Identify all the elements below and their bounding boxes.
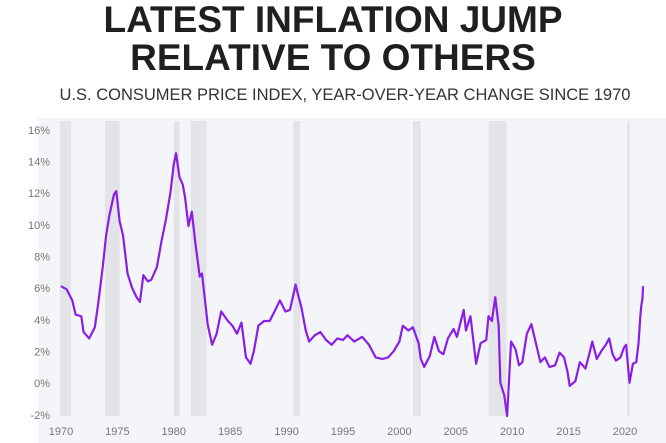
recession-band xyxy=(173,121,180,416)
y-tick-label: -2% xyxy=(30,410,50,422)
plot-background xyxy=(38,118,666,443)
x-tick-label: 2020 xyxy=(613,426,637,438)
x-tick-label: 1980 xyxy=(162,426,186,438)
chart-title: LATEST INFLATION JUMP xyxy=(103,0,562,40)
x-tick-label: 2005 xyxy=(444,426,468,438)
y-tick-label: 6% xyxy=(34,283,50,295)
y-tick-label: 10% xyxy=(28,220,50,232)
y-tick-label: 2% xyxy=(34,347,50,359)
recession-band xyxy=(488,121,507,416)
chart-title: RELATIVE TO OTHERS xyxy=(130,37,536,78)
x-tick-label: 1975 xyxy=(105,426,129,438)
recession-band xyxy=(59,121,72,416)
y-tick-label: 8% xyxy=(34,252,50,264)
plot: -2% 0% 2% 4% 6% 8% 10% 12% 14% 16% 1970 1975 1980 198… xyxy=(28,121,645,438)
recession-band xyxy=(412,121,421,416)
x-tick-label: 1990 xyxy=(274,426,298,438)
y-tick-label: 16% xyxy=(28,125,50,137)
data-line xyxy=(60,152,645,418)
chart-subtitle: U.S. CONSUMER PRICE INDEX, YEAR-OVER-YEA… xyxy=(60,86,631,104)
x-tick-label: 2010 xyxy=(500,426,524,438)
x-tick-label: 2015 xyxy=(556,426,580,438)
y-tick-label: 0% xyxy=(34,378,50,390)
y-tick-label: 4% xyxy=(34,315,50,327)
recession-band xyxy=(627,121,630,416)
y-tick-label: 12% xyxy=(28,188,50,200)
y-tick-label: 14% xyxy=(28,157,50,169)
x-tick-label: 1970 xyxy=(49,426,73,438)
recession-band xyxy=(293,121,301,416)
x-tick-label: 1985 xyxy=(218,426,242,438)
recession-band xyxy=(104,121,120,416)
x-tick-label: 1995 xyxy=(331,426,355,438)
x-tick-label: 2000 xyxy=(387,426,411,438)
